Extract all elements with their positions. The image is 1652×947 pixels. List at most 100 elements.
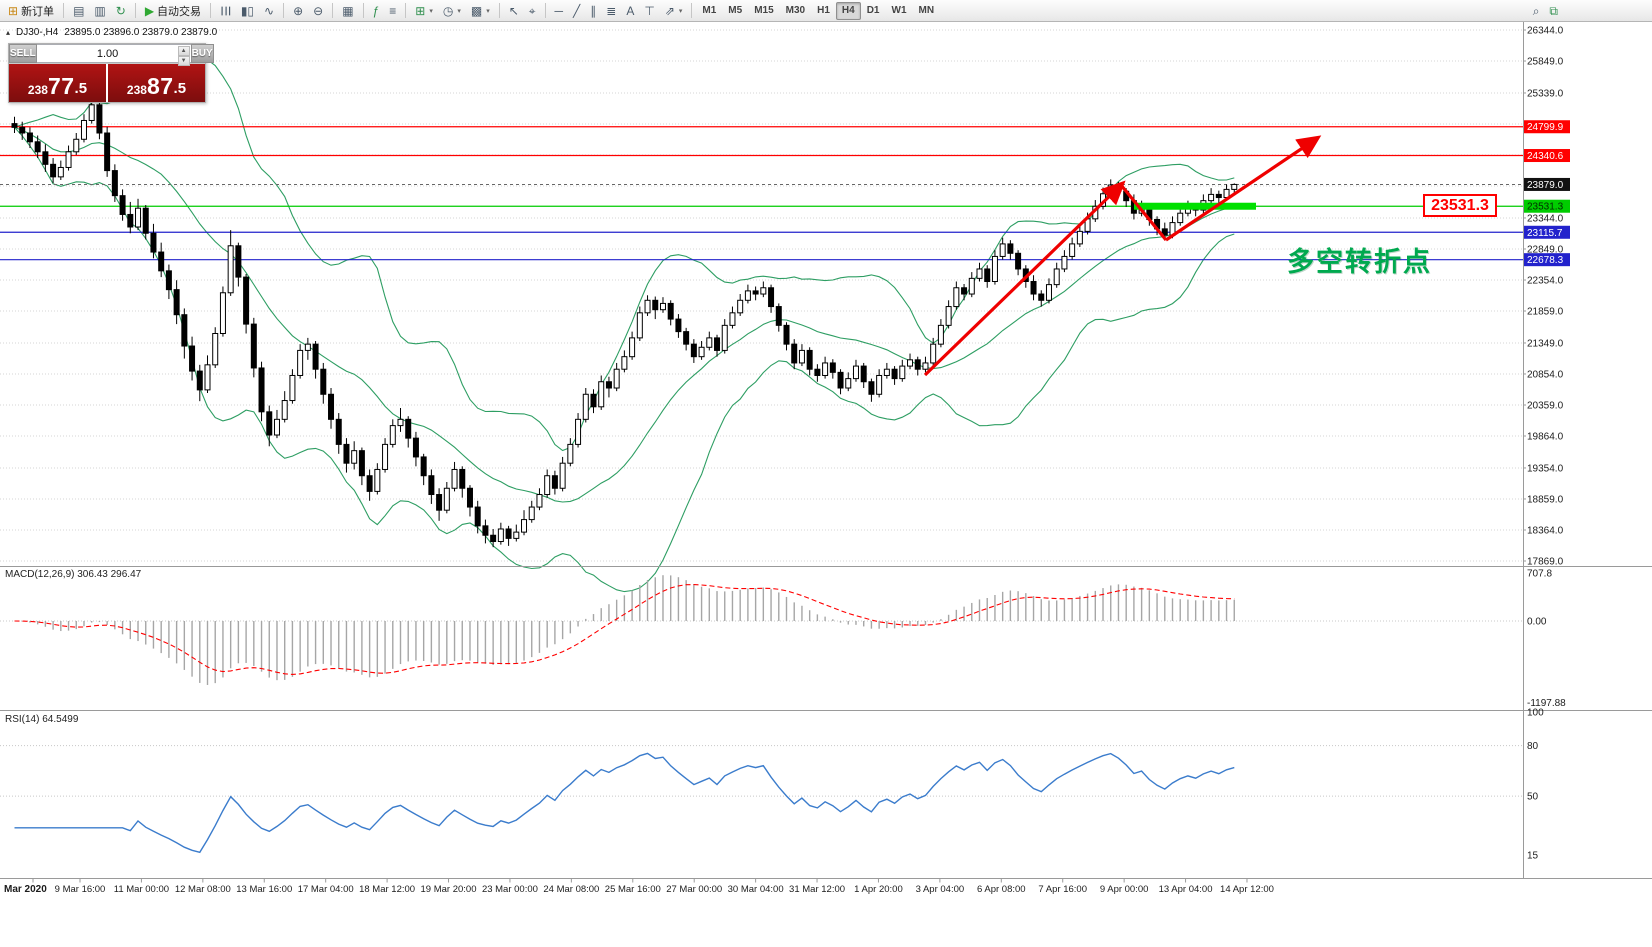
svg-text:13 Mar 16:00: 13 Mar 16:00 [236,884,292,895]
buy-button[interactable]: BUY [190,44,214,63]
svg-text:11 Mar 00:00: 11 Mar 00:00 [114,884,169,895]
svg-text:Mar 2020: Mar 2020 [4,884,47,895]
svg-text:9 Mar 16:00: 9 Mar 16:00 [55,884,106,895]
tf-mn[interactable]: MN [918,5,935,16]
fibonacci-icon: ≣ [606,3,617,18]
chart-shift-button[interactable]: ⧉ [1544,2,1563,20]
sell-price-panel[interactable]: 238 77.5 [9,64,106,102]
svg-text:19354.0: 19354.0 [1527,463,1564,474]
tf-w1[interactable]: W1 [891,5,907,16]
fibonacci-button[interactable]: ≣ [601,2,621,20]
svg-text:23344.0: 23344.0 [1527,213,1564,224]
navigator-button[interactable]: ↻ [111,2,131,20]
tf-m15[interactable]: M15 [754,5,774,16]
toolbar-separator [283,3,285,18]
line-chart-button[interactable]: ∿ [259,2,279,20]
svg-text:13 Apr 04:00: 13 Apr 04:00 [1159,884,1213,895]
svg-text:22354.0: 22354.0 [1527,275,1564,286]
bar-chart-button[interactable]: ☰ [215,2,236,20]
tf-h1[interactable]: H1 [817,5,830,16]
new-order-icon: ⊞ [8,3,19,18]
sell-price-head: 238 [27,83,48,97]
svg-text:18364.0: 18364.0 [1527,525,1564,536]
tf-m5[interactable]: M5 [728,5,743,16]
time-axis[interactable]: Mar 2020 9 Mar 16:00 11 Mar 00:00 12 Mar 08… [4,878,1274,896]
svg-text:19864.0: 19864.0 [1527,432,1564,443]
svg-text:25339.0: 25339.0 [1527,88,1564,99]
zoom-in-icon: ⊕ [293,3,304,18]
volume-input[interactable] [36,45,191,62]
candlestick-chart-button[interactable]: ▮▯ [236,2,259,20]
svg-text:30 Mar 04:00: 30 Mar 04:00 [728,884,784,895]
chart-shift-icon: ⧉ [1549,3,1558,18]
svg-text:23531.3: 23531.3 [1527,202,1564,213]
svg-text:12 Mar 08:00: 12 Mar 08:00 [175,884,231,895]
data-window-icon: ▥ [94,3,106,18]
price-scale[interactable]: 26344.0 25849.0 25339.0 23344.0 22849.0 22354… [1523,26,1570,862]
tf-d1[interactable]: D1 [866,5,880,16]
svg-text:26344.0: 26344.0 [1527,26,1564,37]
support-zone[interactable] [1134,202,1256,210]
svg-text:24 Mar 08:00: 24 Mar 08:00 [543,884,599,895]
trendline-icon: ╱ [573,3,581,18]
tile-windows-button[interactable]: ▦ [337,2,358,20]
buy-price-panel[interactable]: 238 87.5 [108,64,205,102]
tf-h4[interactable]: H4 [835,1,861,20]
main-toolbar: ⊞ 新订单 ▤ ▥ ↻ ▶ 自动交易 ☰ ▮▯ ∿ ⊕ ⊖ ▦ ƒ ≡ ⊞ ▾ ◷ ▾ ▩ ▾ ↖ ⌖ ─ ╱ ∥ ≣ A ⊤ ⇗ ▾ M1 M… [0,0,1652,22]
toolbar-group-autotrade: ▶ 自动交易 [140,0,206,21]
new-chart-dropdown[interactable]: ⊞ ▾ [410,2,438,20]
crosshair-icon: ⌖ [528,3,536,18]
rsi-indicator-label: RSI(14) 64.5499 [5,714,79,725]
templates-icon: ▩ [470,3,483,18]
price-callout-box[interactable]: 23531.3 [1423,194,1497,217]
trade-panel-toggle[interactable]: ▴ [6,28,11,37]
tf-m30[interactable]: M30 [785,5,806,16]
indicators-icon: ƒ [372,3,380,18]
zoom-out-button[interactable]: ⊖ [308,2,328,20]
toolbar-group-windows: ▦ [337,0,358,21]
toolbar-separator [210,3,212,18]
zoom-in-button[interactable]: ⊕ [288,2,308,20]
market-watch-button[interactable]: ▤ [68,2,89,20]
data-window-button[interactable]: ▥ [89,2,110,20]
channel-icon: ∥ [590,3,597,18]
svg-text:22678.3: 22678.3 [1527,255,1564,266]
svg-text:100: 100 [1527,708,1544,719]
search-button[interactable]: ⌕ [1528,2,1545,20]
label-button[interactable]: ⊤ [639,2,659,20]
volume-increase-button[interactable]: ▲ [177,46,190,56]
crosshair-button[interactable]: ⌖ [524,2,541,20]
trendline-button[interactable]: ╱ [568,2,585,20]
volume-decrease-button[interactable]: ▼ [177,56,190,66]
svg-text:23115.7: 23115.7 [1527,228,1563,239]
svg-text:14 Apr 12:00: 14 Apr 12:00 [1220,884,1274,895]
horizontal-line-button[interactable]: ─ [550,2,569,20]
sell-button[interactable]: SELL [9,44,37,63]
svg-text:19 Mar 20:00: 19 Mar 20:00 [421,884,477,895]
channel-button[interactable]: ∥ [585,2,601,20]
shapes-dropdown[interactable]: ⇗ ▾ [660,2,688,20]
svg-text:17869.0: 17869.0 [1527,557,1564,568]
toolbar-group-timeframes: M1 M5 M15 M30 H1 H4 D1 W1 MN [696,0,940,21]
tf-m1[interactable]: M1 [702,5,717,16]
indicators-button[interactable]: ƒ [368,2,385,20]
svg-text:3 Apr 04:00: 3 Apr 04:00 [916,884,965,895]
svg-text:80: 80 [1527,741,1539,752]
objects-list-button[interactable]: ≡ [384,2,401,20]
templates-dropdown[interactable]: ▩ ▾ [466,2,495,20]
objects-list-icon: ≡ [389,3,397,18]
svg-text:9 Apr 00:00: 9 Apr 00:00 [1100,884,1149,895]
volume-stepper: ▲ ▼ [36,44,191,66]
svg-text:23879.0: 23879.0 [1527,180,1564,191]
trend-arrows[interactable] [923,135,1322,377]
autotrading-button[interactable]: ▶ 自动交易 [140,2,206,20]
toolbar-separator [544,3,546,18]
periods-dropdown[interactable]: ◷ ▾ [438,2,466,20]
cursor-button[interactable]: ↖ [504,2,524,20]
ohlc-values: 23895.0 23896.0 23879.0 23879.0 [64,27,218,38]
text-button[interactable]: A [621,2,639,20]
toolbar-separator [63,3,65,18]
new-order-button[interactable]: ⊞ 新订单 [3,2,59,20]
